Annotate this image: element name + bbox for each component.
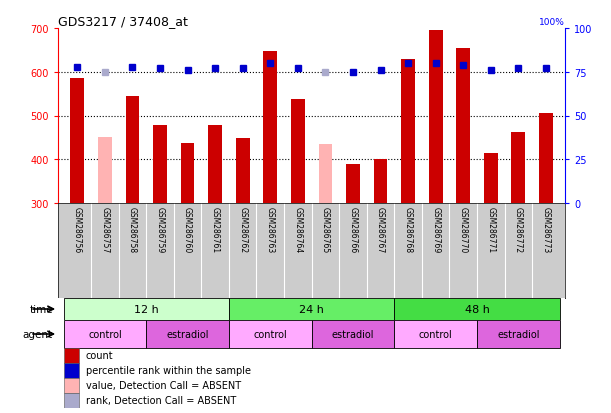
Text: GSM286760: GSM286760 bbox=[183, 206, 192, 252]
Text: value, Detection Call = ABSENT: value, Detection Call = ABSENT bbox=[86, 380, 241, 391]
Bar bbox=[394, 320, 477, 348]
Text: GSM286770: GSM286770 bbox=[459, 206, 467, 252]
Bar bbox=[346, 164, 360, 204]
Text: GSM286767: GSM286767 bbox=[376, 206, 385, 252]
Text: 24 h: 24 h bbox=[299, 304, 324, 314]
Text: GSM286761: GSM286761 bbox=[211, 206, 219, 252]
Bar bbox=[312, 320, 394, 348]
Bar bbox=[429, 31, 442, 204]
Bar bbox=[394, 298, 560, 320]
Bar bbox=[401, 59, 415, 204]
Bar bbox=[229, 320, 312, 348]
Text: control: control bbox=[419, 329, 453, 339]
Text: GSM286765: GSM286765 bbox=[321, 206, 330, 252]
Text: 48 h: 48 h bbox=[464, 304, 489, 314]
Bar bbox=[181, 143, 194, 204]
Text: GSM286757: GSM286757 bbox=[100, 206, 109, 252]
Text: GSM286769: GSM286769 bbox=[431, 206, 440, 252]
Bar bbox=[64, 363, 79, 378]
Bar bbox=[70, 79, 84, 204]
Text: GSM286768: GSM286768 bbox=[404, 206, 412, 252]
Bar bbox=[153, 126, 167, 204]
Text: control: control bbox=[88, 329, 122, 339]
Bar bbox=[477, 320, 560, 348]
Text: GDS3217 / 37408_at: GDS3217 / 37408_at bbox=[58, 15, 188, 28]
Text: estradiol: estradiol bbox=[332, 329, 374, 339]
Text: GSM286759: GSM286759 bbox=[156, 206, 164, 252]
Bar bbox=[263, 52, 277, 204]
Text: GSM286762: GSM286762 bbox=[238, 206, 247, 252]
Bar bbox=[484, 153, 497, 204]
Bar bbox=[64, 349, 79, 363]
Bar bbox=[291, 100, 305, 204]
Bar bbox=[64, 393, 79, 408]
Bar bbox=[511, 133, 525, 204]
Text: GSM286763: GSM286763 bbox=[266, 206, 275, 252]
Text: GSM286758: GSM286758 bbox=[128, 206, 137, 252]
Text: time: time bbox=[29, 304, 53, 314]
Bar bbox=[98, 138, 112, 204]
Bar bbox=[236, 139, 250, 204]
Text: 12 h: 12 h bbox=[134, 304, 159, 314]
Bar bbox=[539, 114, 553, 204]
Bar bbox=[126, 97, 139, 204]
Text: estradiol: estradiol bbox=[166, 329, 209, 339]
Bar bbox=[146, 320, 229, 348]
Bar bbox=[64, 298, 229, 320]
Text: GSM286756: GSM286756 bbox=[73, 206, 82, 252]
Text: estradiol: estradiol bbox=[497, 329, 540, 339]
Text: GSM286764: GSM286764 bbox=[293, 206, 302, 252]
Text: agent: agent bbox=[23, 329, 53, 339]
Bar bbox=[456, 49, 470, 204]
Text: GSM286773: GSM286773 bbox=[541, 206, 551, 252]
Bar bbox=[64, 378, 79, 393]
Text: 100%: 100% bbox=[540, 18, 565, 27]
Bar bbox=[318, 145, 332, 204]
Text: GSM286766: GSM286766 bbox=[348, 206, 357, 252]
Text: rank, Detection Call = ABSENT: rank, Detection Call = ABSENT bbox=[86, 396, 236, 406]
Text: control: control bbox=[254, 329, 287, 339]
Text: GSM286771: GSM286771 bbox=[486, 206, 496, 252]
Bar bbox=[208, 126, 222, 204]
Bar bbox=[64, 320, 146, 348]
Bar bbox=[229, 298, 394, 320]
Text: GSM286772: GSM286772 bbox=[514, 206, 523, 252]
Text: count: count bbox=[86, 351, 113, 361]
Bar bbox=[373, 160, 387, 204]
Text: percentile rank within the sample: percentile rank within the sample bbox=[86, 366, 251, 375]
